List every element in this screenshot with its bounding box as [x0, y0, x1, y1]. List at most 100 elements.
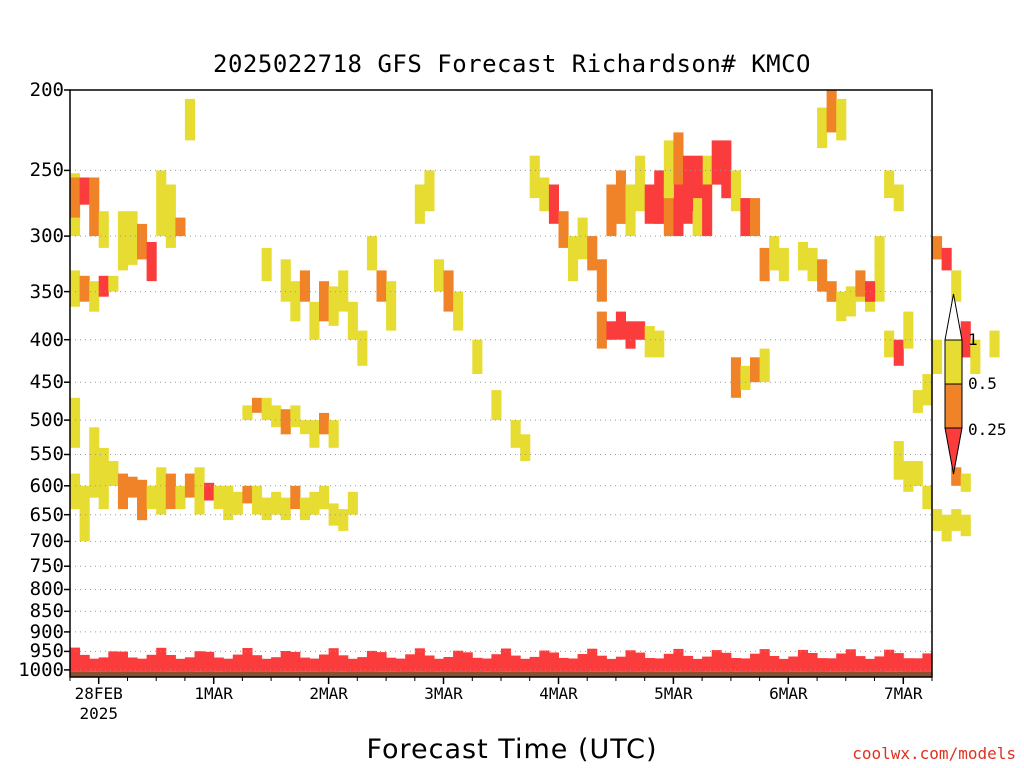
heatmap-cell: [893, 184, 904, 212]
legend-label: 1: [968, 330, 978, 349]
x-tick-label: 4MAR: [539, 684, 578, 703]
heatmap-cell: [903, 461, 914, 492]
x-tick-label: 6MAR: [769, 684, 808, 703]
heatmap-cell: [912, 658, 923, 672]
heatmap-cell: [539, 650, 550, 672]
heatmap-cell: [884, 170, 895, 199]
heatmap-cell: [817, 658, 828, 672]
heatmap-cell: [989, 330, 1000, 358]
heatmap-cell: [70, 647, 81, 672]
heatmap-cell: [826, 90, 837, 133]
y-tick-label: 450: [29, 371, 64, 394]
heatmap-cell: [826, 281, 837, 302]
heatmap-cell: [70, 177, 81, 218]
heatmap-cell: [414, 184, 425, 224]
heatmap-cell: [127, 211, 138, 265]
heatmap-cell: [443, 657, 454, 672]
heatmap-cell: [491, 390, 502, 421]
heatmap-cell: [453, 291, 464, 331]
heatmap-cell: [529, 155, 540, 199]
heatmap-cell: [683, 155, 694, 212]
heatmap-cell: [127, 657, 138, 672]
heatmap-cell: [290, 405, 301, 428]
legend-label: 0.5: [968, 374, 997, 393]
heatmap-cell: [970, 339, 981, 374]
heatmap-cell: [89, 177, 100, 237]
heatmap-cell: [299, 270, 310, 302]
heatmap-cell: [912, 390, 923, 413]
heatmap-cell: [376, 270, 387, 302]
heatmap-cell: [759, 348, 770, 383]
heatmap-cell: [328, 648, 339, 672]
heatmap-cell: [922, 374, 933, 406]
heatmap-cell: [213, 657, 224, 672]
heatmap-cell: [79, 485, 90, 542]
heatmap-cell: [232, 654, 243, 672]
heatmap-cells: [70, 90, 1000, 677]
heatmap-cell: [242, 485, 253, 504]
heatmap-cell: [730, 658, 741, 672]
heatmap-cell: [788, 656, 799, 672]
heatmap-cell: [242, 405, 253, 421]
heatmap-cell: [328, 286, 339, 326]
heatmap-cell: [280, 497, 291, 521]
heatmap-cell: [299, 420, 310, 435]
heatmap-cell: [347, 491, 358, 515]
heatmap-cell: [558, 211, 569, 248]
heatmap-cell: [79, 275, 90, 302]
heatmap-cell: [386, 657, 397, 672]
legend-label: 0.25: [968, 420, 1007, 439]
heatmap-cell: [89, 427, 100, 498]
y-tick-label: 750: [29, 555, 64, 578]
heatmap-cell: [587, 236, 598, 271]
heatmap-cell: [539, 177, 550, 212]
chart-title: 2025022718 GFS Forecast Richardson# KMCO: [213, 50, 811, 78]
y-tick-label: 300: [29, 225, 64, 248]
heatmap-cell: [865, 658, 876, 672]
heatmap-cell: [309, 658, 320, 672]
heatmap-cell: [951, 509, 962, 531]
heatmap-cell: [884, 649, 895, 672]
y-tick-label: 700: [29, 530, 64, 553]
heatmap-cell: [663, 140, 674, 199]
heatmap-cell: [596, 655, 607, 672]
heatmap-cell: [261, 497, 272, 521]
heatmap-cell: [577, 654, 588, 672]
heatmap-cell: [290, 281, 301, 322]
heatmap-cell: [673, 132, 684, 185]
heatmap-cell: [960, 514, 971, 537]
heatmap-cell: [386, 281, 397, 331]
heatmap-cell: [750, 653, 761, 672]
heatmap-cell: [338, 655, 349, 672]
y-tick-label: 200: [29, 79, 64, 101]
heatmap-cell: [98, 657, 109, 672]
heatmap-cell: [175, 485, 186, 510]
heatmap-cell: [817, 259, 828, 292]
heatmap-cell: [290, 651, 301, 672]
heatmap-cell: [347, 658, 358, 672]
heatmap-cell: [501, 648, 512, 672]
heatmap-cell: [252, 397, 263, 413]
heatmap-cell: [424, 655, 435, 672]
heatmap-cell: [443, 270, 454, 312]
heatmap-cell: [615, 656, 626, 672]
heatmap-cell: [223, 658, 234, 672]
heatmap-cell: [635, 155, 646, 212]
y-tick-label: 900: [29, 620, 64, 643]
heatmap-cell: [941, 247, 952, 271]
heatmap-cell: [213, 485, 224, 510]
y-tick-label: 600: [29, 474, 64, 497]
heatmap-cell: [587, 648, 598, 672]
credit-text: coolwx.com/models: [852, 744, 1016, 763]
heatmap-cell: [548, 184, 559, 224]
heatmap-cell: [319, 412, 330, 435]
heatmap-cell: [338, 270, 349, 312]
heatmap-cell: [625, 321, 636, 349]
heatmap-cell: [472, 657, 483, 672]
heatmap-cell: [615, 170, 626, 224]
heatmap-cell: [194, 467, 205, 515]
heatmap-cell: [117, 651, 128, 672]
axis-ticks: [64, 89, 933, 684]
heatmap-cell: [644, 326, 655, 358]
